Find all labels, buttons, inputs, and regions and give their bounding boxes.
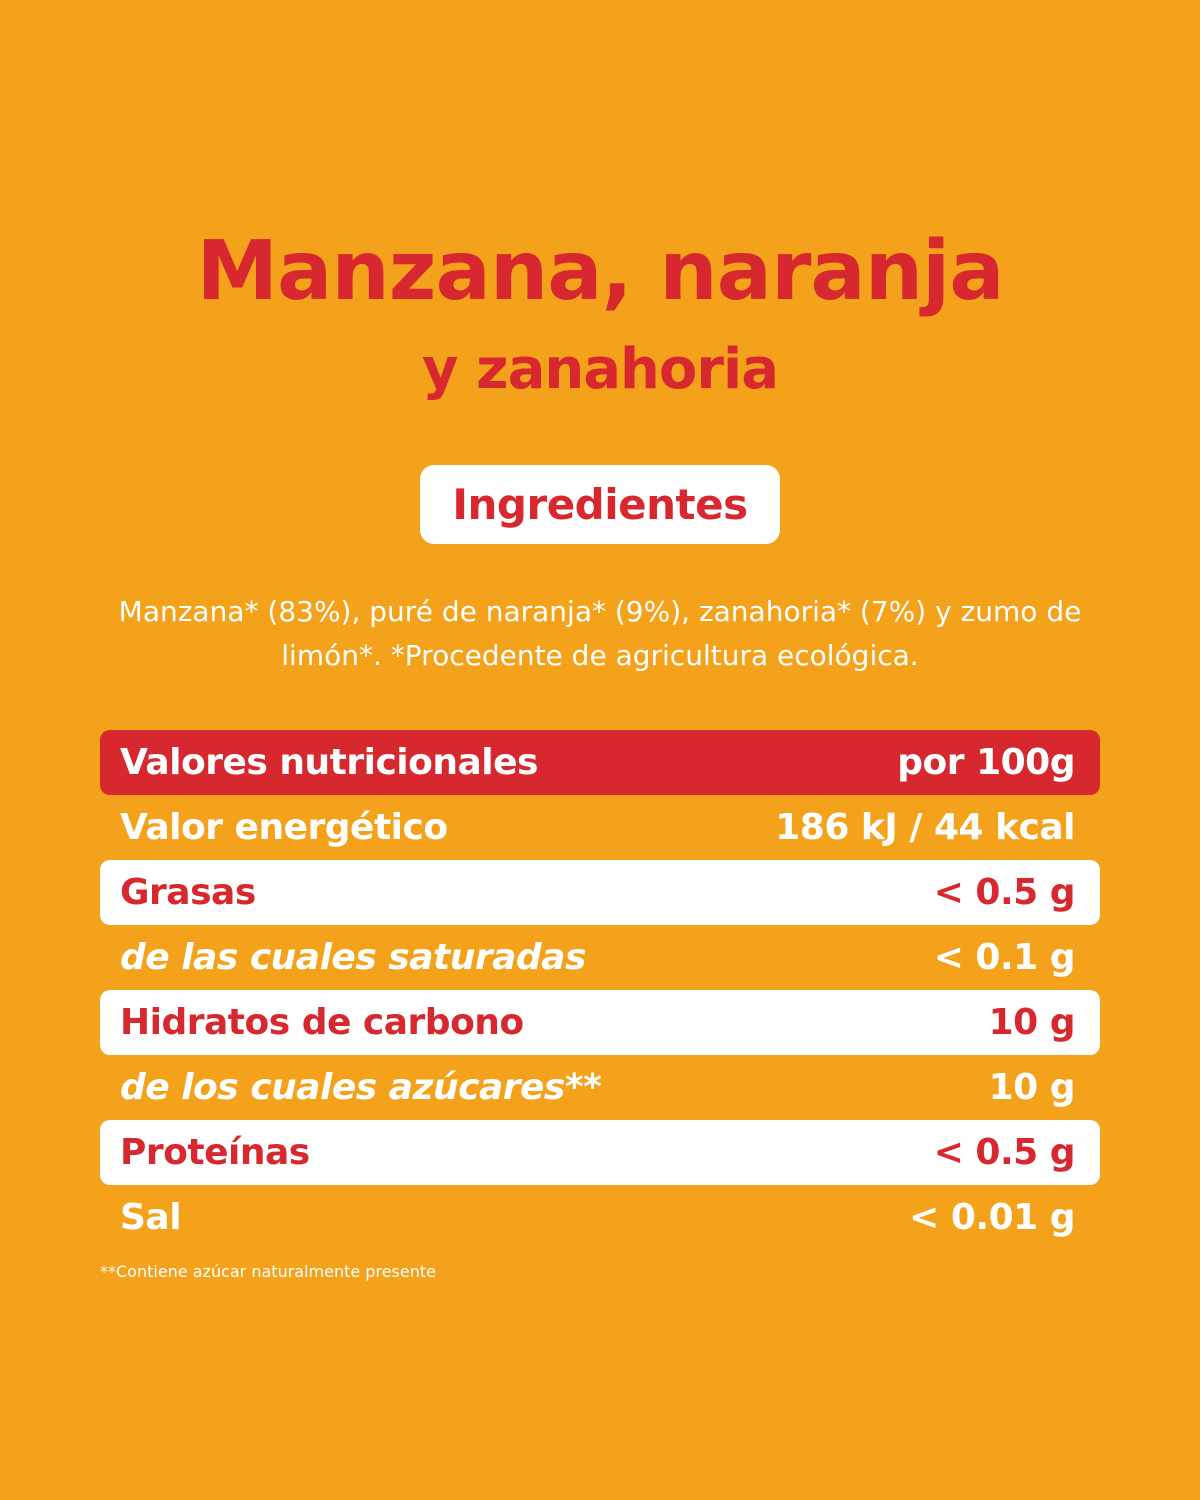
ingredients-text: Manzana* (83%), puré de naranja* (9%), z… [118,595,1082,672]
row-label: Sal [120,1197,182,1238]
row-value: < 0.1 g [933,937,1076,978]
table-row: Hidratos de carbono 10 g [100,990,1100,1055]
title: Manzana, naranja [196,224,1004,319]
footnote: **Contiene azúcar naturalmente presente [100,1262,436,1281]
table-row: de las cuales saturadas < 0.1 g [100,925,1100,990]
row-value: 10 g [988,1002,1076,1043]
row-value: 10 g [988,1067,1076,1108]
row-value: < 0.01 g [909,1197,1075,1238]
row-label: de los cuales azúcares** [120,1067,602,1108]
row-label: Proteínas [120,1132,310,1173]
table-row: Valor energético 186 kJ / 44 kcal [100,795,1100,860]
row-value: < 0.5 g [933,872,1076,913]
table-row: Sal < 0.01 g [100,1185,1100,1250]
row-value: < 0.5 g [933,1132,1076,1173]
header-value: por 100g [897,742,1075,783]
row-label: de las cuales saturadas [120,937,586,978]
row-label: Grasas [120,872,256,913]
table-row: Proteínas < 0.5 g [100,1120,1100,1185]
header-label: Valores nutricionales [120,742,538,783]
row-label: Valor energético [120,807,448,848]
row-label: Hidratos de carbono [120,1002,524,1043]
table-row: de los cuales azúcares** 10 g [100,1055,1100,1120]
nutrition-table: Valores nutricionales por 100g Valor ene… [100,730,1100,1250]
table-header: Valores nutricionales por 100g [100,730,1100,795]
row-value: 186 kJ / 44 kcal [775,807,1075,848]
table-row: Grasas < 0.5 g [100,860,1100,925]
ingredients-heading: Ingredientes [420,465,780,544]
subtitle: y zanahoria [422,337,779,402]
